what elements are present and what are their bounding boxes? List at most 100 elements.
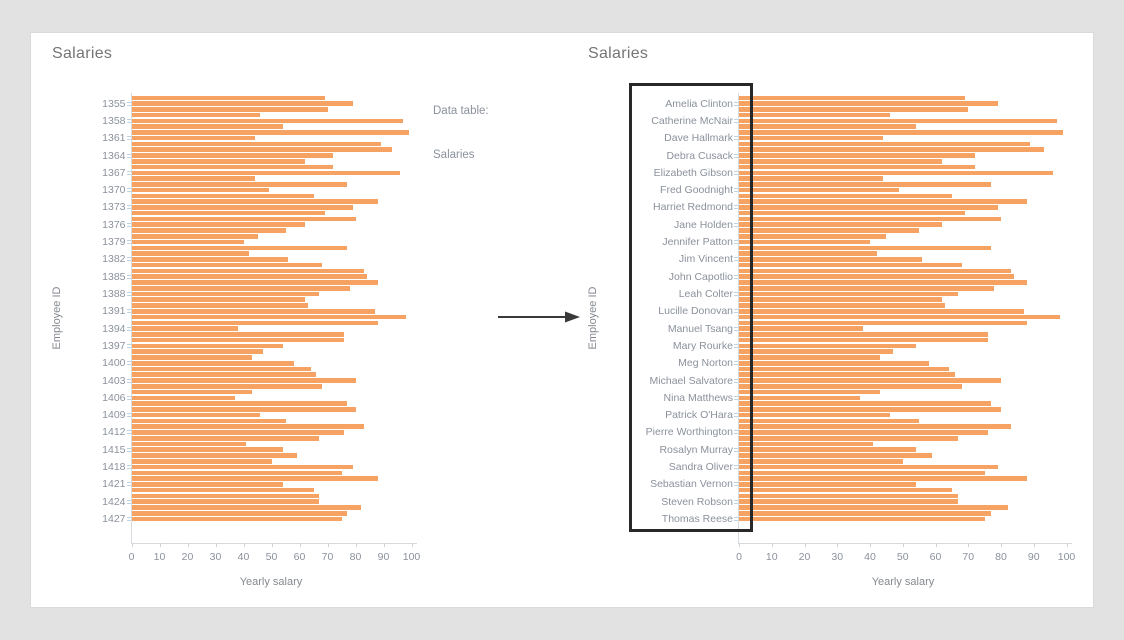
bar[interactable] [739,412,890,418]
bar[interactable] [131,516,342,522]
bar[interactable] [131,499,320,504]
bar[interactable] [131,193,314,199]
bar[interactable] [131,141,381,147]
bar[interactable] [131,210,325,216]
bar[interactable] [131,314,406,320]
bar[interactable] [131,297,306,303]
bar[interactable] [739,435,959,441]
bar[interactable] [739,314,1060,320]
bar[interactable] [739,158,943,164]
bar[interactable] [131,268,364,274]
bar[interactable] [131,378,356,383]
bar[interactable] [131,308,376,314]
bar[interactable] [131,285,350,291]
bar[interactable] [131,222,306,228]
bar[interactable] [131,360,294,366]
bar[interactable] [131,257,289,262]
bar[interactable] [739,262,962,268]
bar[interactable] [131,182,348,187]
bar[interactable] [131,418,286,424]
bar[interactable] [131,112,261,118]
bar[interactable] [131,153,334,158]
bar[interactable] [739,372,956,378]
bar[interactable] [131,384,322,389]
bar[interactable] [739,487,952,493]
bar[interactable] [131,401,348,406]
bar[interactable] [739,303,946,308]
bar[interactable] [131,164,334,170]
bar[interactable] [131,395,236,401]
bar[interactable] [739,176,884,181]
bar[interactable] [131,262,322,268]
bar[interactable] [739,112,890,118]
bar[interactable] [739,297,943,303]
bar[interactable] [739,499,959,504]
bar[interactable] [739,245,992,251]
bar[interactable] [131,187,269,193]
bar[interactable] [739,257,923,262]
bar[interactable] [739,170,1054,176]
bar[interactable] [131,107,328,112]
bar[interactable] [739,482,916,487]
bar[interactable] [131,453,297,458]
bar[interactable] [131,245,348,251]
bar[interactable] [739,228,920,233]
bar[interactable] [739,251,877,256]
bar[interactable] [739,366,949,372]
bar[interactable] [131,482,283,487]
bar[interactable] [131,505,362,510]
bar[interactable] [131,176,255,181]
bar[interactable] [131,147,392,153]
bar[interactable] [739,459,903,464]
bar[interactable] [739,355,880,360]
bar[interactable] [739,147,1044,153]
bar[interactable] [739,505,1008,510]
bar[interactable] [131,372,317,378]
bar[interactable] [739,187,900,193]
bar[interactable] [739,222,943,228]
bar[interactable] [739,308,1024,314]
bar[interactable] [739,424,1011,429]
bar[interactable] [739,274,1015,279]
bar[interactable] [739,95,965,101]
bar[interactable] [131,487,314,493]
bar[interactable] [131,303,308,308]
bar[interactable] [131,441,247,447]
bar[interactable] [131,233,258,239]
bar[interactable] [739,285,995,291]
bar[interactable] [739,407,1001,412]
bar[interactable] [131,470,342,476]
bar[interactable] [739,141,1031,147]
bar[interactable] [131,291,320,297]
bar[interactable] [739,464,998,470]
bar[interactable] [739,384,962,389]
bar[interactable] [739,320,1028,326]
bar[interactable] [739,291,959,297]
bar[interactable] [131,355,252,360]
bar[interactable] [739,210,965,216]
bar[interactable] [739,389,880,395]
bar[interactable] [739,118,1057,124]
bar[interactable] [131,366,311,372]
bar[interactable] [131,407,356,412]
bar[interactable] [131,118,404,124]
bar[interactable] [739,153,975,158]
bar[interactable] [739,332,988,337]
bar[interactable] [739,447,916,453]
bar[interactable] [131,447,283,453]
bar[interactable] [739,326,864,331]
bar[interactable] [739,107,969,112]
bar[interactable] [739,193,952,199]
bar[interactable] [739,164,975,170]
bar[interactable] [131,459,272,464]
bar[interactable] [739,233,887,239]
bar[interactable] [131,337,345,343]
bar[interactable] [739,418,920,424]
bar[interactable] [739,343,916,349]
bar[interactable] [131,389,252,395]
bar[interactable] [131,464,353,470]
bar[interactable] [131,424,364,429]
bar[interactable] [739,476,1028,481]
bar[interactable] [131,205,353,210]
bar[interactable] [131,101,353,106]
